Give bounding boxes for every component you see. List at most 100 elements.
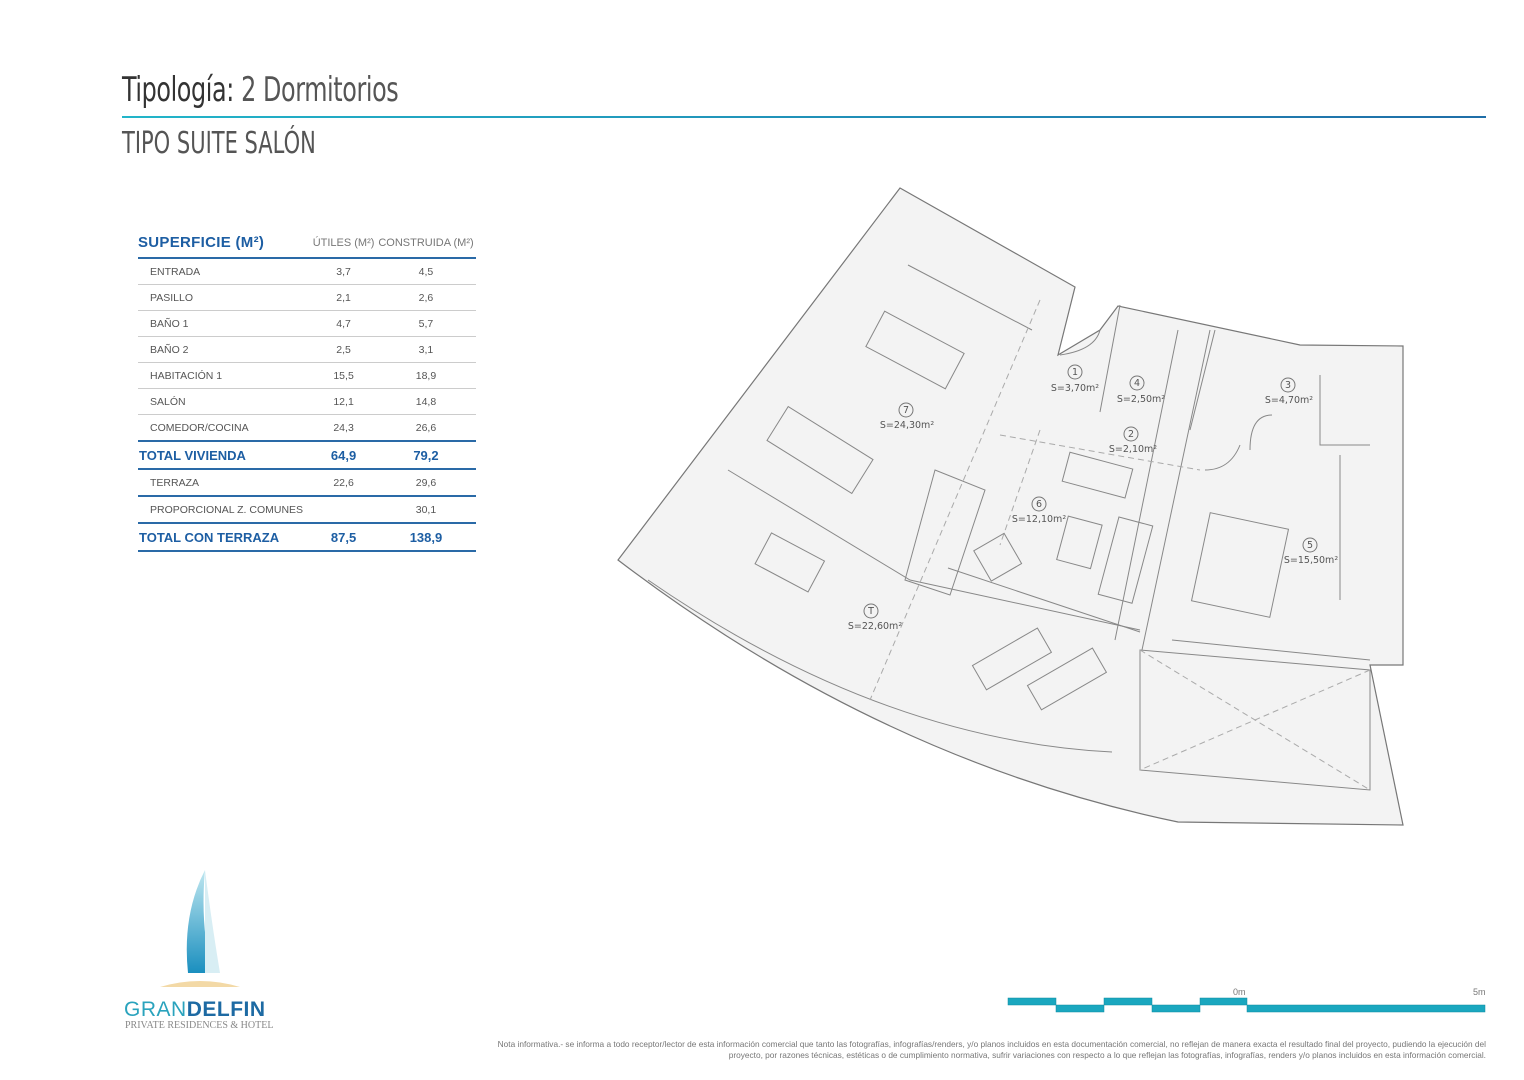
scale-bar (1007, 997, 1486, 1013)
row-label: TERRAZA (138, 469, 312, 497)
table-row: BAÑO 1 4,7 5,7 (138, 310, 476, 337)
ottoman (1056, 515, 1103, 570)
title-divider (122, 116, 1486, 118)
door-swing (1059, 329, 1273, 471)
wall (999, 434, 1201, 471)
sofa (1061, 451, 1134, 499)
row-label: TOTAL CON TERRAZA (138, 523, 312, 552)
table-row: BAÑO 2 2,5 3,1 (138, 336, 476, 363)
sun-lounger (1026, 647, 1108, 711)
wall (947, 567, 1141, 633)
room-area: S=2,10m² (1109, 444, 1157, 455)
row-utiles: 2,1 (311, 284, 376, 311)
col-header-utiles: ÚTILES (M²) (311, 232, 376, 259)
room-number: T (867, 606, 874, 617)
wall (907, 264, 1033, 331)
room-number: 7 (903, 405, 909, 416)
row-construida: 18,9 (375, 362, 476, 389)
room-number: 6 (1036, 499, 1042, 510)
room-label-5: 5 S=15,50m² (1284, 537, 1338, 566)
row-label: PASILLO (138, 284, 312, 311)
wall (869, 299, 1041, 701)
room-label-1: 1 S=3,70m² (1051, 364, 1099, 394)
room-label-3: 3 S=4,70m² (1265, 377, 1313, 406)
room-label-6: 6 S=12,10m² (1012, 496, 1066, 525)
row-construida: 79,2 (375, 441, 476, 470)
sofa (1097, 516, 1154, 604)
room-label-7: 7 S=24,30m² (880, 402, 934, 431)
page-subtitle: TIPO SUITE SALÓN (122, 126, 316, 161)
room-area: S=22,60m² (848, 621, 902, 632)
room-area: S=24,30m² (880, 420, 934, 431)
row-construida: 14,8 (375, 388, 476, 415)
row-label: BAÑO 2 (138, 336, 312, 363)
row-label: TOTAL VIVIENDA (138, 441, 312, 470)
table-row: COMEDOR/COCINA 24,3 26,6 (138, 414, 476, 442)
row-construida: 138,9 (375, 523, 476, 552)
table-row: TERRAZA 22,6 29,6 (138, 469, 476, 497)
dining-table (766, 405, 874, 495)
sun-lounger (971, 627, 1053, 691)
room-number: 3 (1285, 380, 1291, 391)
title-label: Tipología: (122, 70, 234, 110)
terrace-table (754, 532, 826, 593)
row-utiles: 2,5 (311, 336, 376, 363)
row-construida: 4,5 (375, 258, 476, 285)
row-utiles: 24,3 (311, 414, 376, 442)
table-row: ENTRADA 3,7 4,5 (138, 258, 476, 285)
wall (1114, 329, 1211, 651)
brand-name-a: GRAN (124, 998, 187, 1021)
scale-end-label: 5m (1473, 987, 1486, 997)
wall (1139, 649, 1371, 791)
room-label-terrace: T S=22,60m² (848, 603, 902, 632)
row-utiles: 4,7 (311, 310, 376, 337)
row-construida: 3,1 (375, 336, 476, 363)
room-label-4: 4 S=2,50m² (1117, 375, 1165, 405)
row-utiles: 87,5 (311, 523, 376, 552)
room-number: 2 (1128, 429, 1134, 440)
total-vivienda-row: TOTAL VIVIENDA 64,9 79,2 (138, 441, 476, 470)
scale-start-label: 0m (1233, 987, 1246, 997)
brand-tagline: PRIVATE RESIDENCES & HOTEL (125, 1020, 274, 1031)
wall (1099, 304, 1370, 600)
row-utiles: 22,6 (311, 469, 376, 497)
terrace-arc (647, 579, 1113, 753)
surface-table: SUPERFICIE (M²) ÚTILES (M²) CONSTRUIDA (… (138, 232, 476, 552)
row-utiles: 64,9 (311, 441, 376, 470)
brand-name: GRANDELFIN (124, 998, 266, 1022)
table-row: PROPORCIONAL Z. COMUNES 30,1 (138, 496, 476, 524)
room-area: S=4,70m² (1265, 395, 1313, 406)
col-header-surface: SUPERFICIE (M²) (138, 232, 312, 259)
page-title: Tipología: 2 Dormitorios (122, 70, 399, 110)
room-label-2: 2 S=2,10m² (1109, 426, 1157, 455)
row-construida: 5,7 (375, 310, 476, 337)
row-label: ENTRADA (138, 258, 312, 285)
row-label: BAÑO 1 (138, 310, 312, 337)
armchair (973, 532, 1023, 582)
wall (1171, 639, 1371, 661)
bed (1190, 512, 1290, 618)
row-utiles (311, 496, 376, 524)
table-row: SALÓN 12,1 14,8 (138, 388, 476, 415)
row-label: PROPORCIONAL Z. COMUNES (138, 496, 312, 524)
row-label: HABITACIÓN 1 (138, 362, 312, 389)
row-utiles: 12,1 (311, 388, 376, 415)
wall (1139, 649, 1371, 791)
gran-delfin-logo-icon (160, 870, 240, 987)
row-label: COMEDOR/COCINA (138, 414, 312, 442)
room-area: S=2,50m² (1117, 394, 1165, 405)
room-area: S=3,70m² (1051, 383, 1099, 394)
title-value: 2 Dormitorios (241, 70, 399, 110)
wall (727, 469, 1141, 631)
room-number: 4 (1134, 378, 1140, 389)
plan-outline (617, 187, 1404, 826)
total-terraza-row: TOTAL CON TERRAZA 87,5 138,9 (138, 523, 476, 552)
row-construida: 26,6 (375, 414, 476, 442)
legal-note: Nota informativa.- se informa a todo rec… (497, 1039, 1486, 1060)
table-row: HABITACIÓN 1 15,5 18,9 (138, 362, 476, 389)
room-number: 5 (1307, 540, 1313, 551)
brand-name-b: DELFIN (186, 998, 266, 1021)
room-area: S=15,50m² (1284, 555, 1338, 566)
room-number: 1 (1072, 367, 1078, 378)
